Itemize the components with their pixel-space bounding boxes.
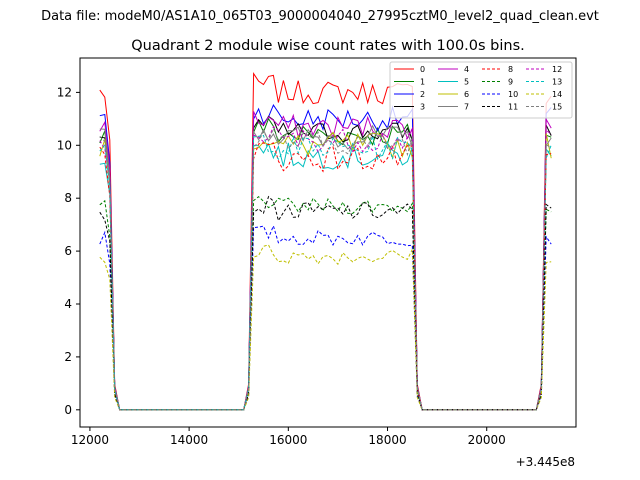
legend-label-15: 15	[552, 103, 562, 112]
y-tick-label: 0	[64, 403, 72, 417]
x-tick-label: 14000	[170, 433, 208, 447]
x-offset-label: +3.445e8	[516, 455, 575, 469]
legend-label-2: 2	[420, 90, 425, 99]
y-tick-label: 12	[57, 85, 72, 99]
x-tick-label: 20000	[468, 433, 506, 447]
legend-label-7: 7	[464, 103, 469, 112]
y-tick-label: 8	[64, 191, 72, 205]
axes-layer: 12000 14000 16000 18000 20000 0 2 4 6 8 10 12	[57, 85, 506, 447]
x-tick-label: 16000	[269, 433, 307, 447]
legend-label-9: 9	[508, 78, 513, 87]
legend-label-0: 0	[420, 65, 425, 74]
series-layer	[99, 71, 552, 411]
legend-label-11: 11	[508, 103, 518, 112]
legend-label-8: 8	[508, 65, 513, 74]
legend-label-4: 4	[464, 65, 469, 74]
legend-label-5: 5	[464, 78, 469, 87]
legend-label-6: 6	[464, 90, 469, 99]
legend-label-13: 13	[552, 78, 562, 87]
legend-box	[389, 61, 573, 119]
y-tick-label: 10	[57, 138, 72, 152]
y-tick-label: 6	[64, 244, 72, 258]
legend-label-1: 1	[420, 78, 425, 87]
legend-label-10: 10	[508, 90, 518, 99]
series-line-15	[99, 127, 552, 411]
x-tick-label: 12000	[71, 433, 109, 447]
y-tick-label: 4	[64, 297, 72, 311]
legend-label-14: 14	[552, 90, 562, 99]
legend-label-12: 12	[552, 65, 562, 74]
legend-label-3: 3	[420, 103, 425, 112]
chart-title: Quadrant 2 module wise count rates with …	[131, 38, 525, 54]
y-tick-label: 2	[64, 350, 72, 364]
plot-frame	[79, 57, 577, 428]
figure-suptitle: Data file: modeM0/AS1A10_065T03_90000040…	[41, 9, 599, 24]
x-tick-label: 18000	[368, 433, 406, 447]
